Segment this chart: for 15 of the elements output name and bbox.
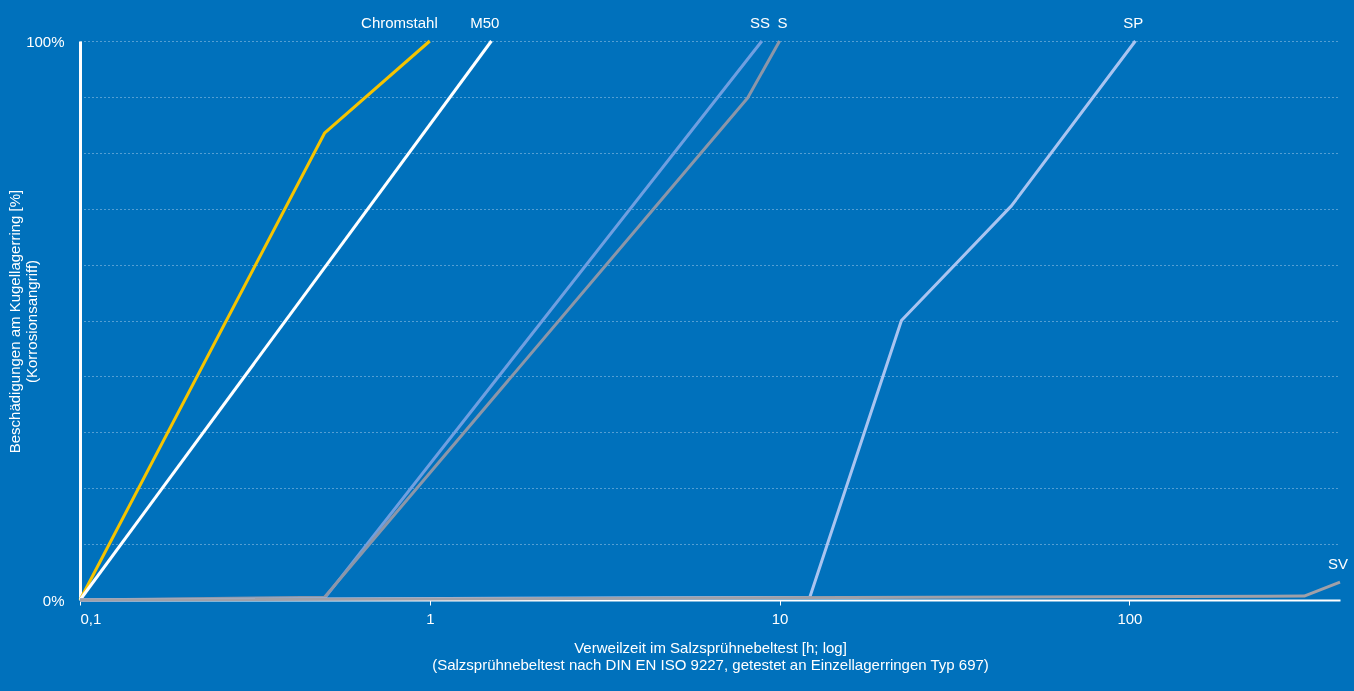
series-label: SP — [1123, 14, 1144, 31]
series-label: M50 — [470, 14, 500, 31]
series-label: Chromstahl — [361, 14, 438, 31]
x-axis-title: Verweilzeit im Salzsprühnebeltest [h; log] — [574, 638, 847, 656]
x-tick-label: 10 — [771, 609, 789, 627]
y-tick-label: 100% — [26, 32, 65, 50]
x-tick-label: 1 — [426, 609, 435, 627]
x-tick-label: 0,1 — [80, 609, 102, 627]
y-tick-label: 0% — [42, 591, 65, 609]
series-label: SV — [1327, 555, 1348, 573]
x-tick-label: 100 — [1117, 609, 1143, 627]
series-label: SS — [749, 14, 770, 31]
y-axis-title: Beschädigungen am Kugellagerring [%] (Korrosionsangriff) — [5, 189, 40, 454]
series-label: S — [777, 14, 788, 31]
text: (Salzsprühnebeltest nach DIN EN ISO 9227, getestet an Einzellagerringen Typ 697) — [432, 655, 989, 673]
